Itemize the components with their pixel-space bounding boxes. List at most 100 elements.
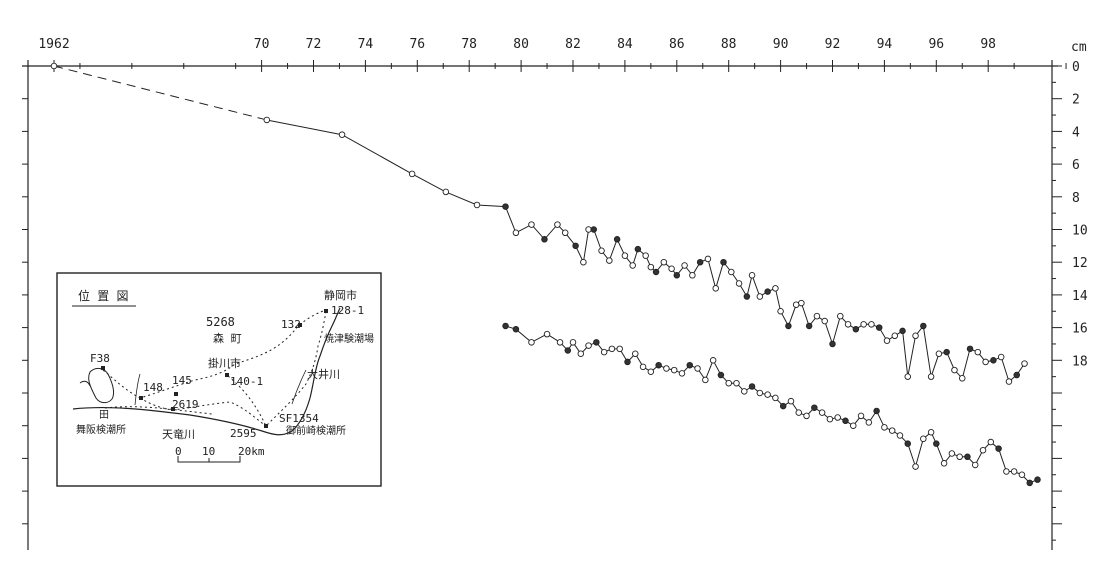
data-point bbox=[712, 285, 719, 292]
data-point bbox=[1003, 468, 1010, 475]
map-label: 2595 bbox=[230, 427, 257, 440]
x-tick-label: 92 bbox=[825, 37, 841, 52]
data-point bbox=[1005, 378, 1013, 385]
data-point bbox=[803, 412, 810, 420]
map-label: 掛川市 bbox=[208, 356, 241, 370]
benchmark-marker bbox=[139, 396, 143, 400]
data-point bbox=[512, 325, 520, 333]
map-label: 145 bbox=[172, 374, 192, 387]
data-point bbox=[624, 358, 631, 366]
x-tick-label: 80 bbox=[513, 37, 529, 52]
oi-river bbox=[291, 369, 307, 405]
data-point bbox=[971, 461, 979, 469]
x-tick-label: 84 bbox=[617, 37, 633, 52]
data-point bbox=[844, 321, 852, 328]
data-point bbox=[764, 288, 771, 295]
map-label: 大井川 bbox=[307, 367, 340, 381]
data-point bbox=[959, 375, 966, 382]
map-label: 御前崎検潮所 bbox=[286, 424, 346, 437]
data-point bbox=[826, 415, 834, 423]
benchmark-marker bbox=[101, 366, 105, 370]
data-point bbox=[670, 366, 678, 374]
data-point bbox=[585, 342, 592, 349]
data-point bbox=[834, 414, 841, 421]
y-tick-label: 18 bbox=[1072, 354, 1088, 369]
map-scale-bar bbox=[177, 456, 241, 463]
data-point bbox=[673, 272, 681, 279]
data-point bbox=[974, 348, 982, 356]
y-tick-label: 4 bbox=[1072, 125, 1080, 140]
x-tick-label: 94 bbox=[877, 37, 893, 52]
benchmark-marker bbox=[171, 407, 175, 411]
data-point bbox=[600, 348, 608, 356]
y-tick-label: 16 bbox=[1072, 322, 1088, 337]
data-point bbox=[990, 357, 997, 364]
data-point bbox=[613, 236, 621, 243]
map-label: 148 bbox=[143, 381, 163, 394]
series-layer bbox=[50, 62, 1041, 487]
data-point bbox=[829, 340, 836, 348]
data-point bbox=[733, 379, 740, 387]
x-axis-minor-ticks bbox=[79, 63, 1067, 69]
data-point bbox=[982, 358, 989, 366]
x-tick-label: 96 bbox=[928, 37, 944, 52]
x-tick-label: 72 bbox=[306, 37, 322, 52]
data-point bbox=[987, 438, 995, 446]
benchmark-marker bbox=[298, 323, 302, 327]
data-point bbox=[572, 242, 579, 250]
data-point bbox=[933, 440, 940, 447]
data-point bbox=[756, 389, 764, 397]
data-point bbox=[899, 327, 906, 335]
map-label: 140-1 bbox=[230, 375, 263, 388]
data-point bbox=[408, 170, 416, 178]
data-point bbox=[593, 339, 600, 346]
x-tick-label: 78 bbox=[461, 37, 477, 52]
data-point bbox=[686, 361, 694, 369]
data-point bbox=[764, 391, 771, 398]
y-tick-label: 2 bbox=[1072, 93, 1080, 108]
data-point bbox=[865, 419, 873, 426]
inset-map: 位 置 図 静岡市 128-1 132 焼津験潮場 5268 森 町 掛川市 1 bbox=[56, 272, 382, 487]
data-point bbox=[777, 308, 784, 315]
map-label: 田 bbox=[99, 410, 109, 421]
x-tick-label: 88 bbox=[721, 37, 737, 52]
data-point bbox=[927, 373, 935, 380]
map-label: F38 bbox=[90, 352, 110, 365]
data-point bbox=[554, 221, 561, 228]
x-tick-label: 76 bbox=[409, 37, 425, 52]
x-tick-label: 70 bbox=[254, 37, 270, 52]
x-tick-label: 74 bbox=[358, 37, 374, 52]
data-point bbox=[543, 330, 551, 338]
data-point bbox=[948, 450, 956, 457]
data-point bbox=[852, 325, 860, 333]
data-point bbox=[704, 255, 712, 263]
benchmark-marker bbox=[324, 309, 328, 313]
map-label: 舞阪検潮所 bbox=[76, 423, 126, 436]
data-point bbox=[338, 131, 346, 138]
data-point bbox=[964, 453, 971, 461]
data-point bbox=[528, 221, 535, 228]
data-point bbox=[748, 383, 756, 390]
data-point bbox=[875, 324, 883, 331]
data-point bbox=[857, 412, 865, 420]
data-point bbox=[756, 293, 764, 300]
scale-label: 0 bbox=[175, 445, 182, 458]
data-point bbox=[951, 366, 958, 374]
data-point bbox=[569, 339, 577, 346]
data-point bbox=[935, 350, 943, 358]
data-point bbox=[779, 402, 787, 410]
data-point bbox=[709, 357, 717, 364]
data-point bbox=[881, 424, 888, 431]
series-2 bbox=[502, 322, 1041, 487]
data-point bbox=[442, 188, 450, 196]
data-point bbox=[642, 252, 649, 259]
data-point bbox=[735, 280, 743, 287]
data-point bbox=[795, 409, 803, 416]
data-point bbox=[725, 379, 732, 387]
data-point bbox=[842, 417, 849, 425]
series-1 bbox=[50, 62, 1028, 385]
data-point bbox=[580, 258, 587, 266]
data-point bbox=[728, 268, 735, 276]
map-label: 2619 bbox=[172, 398, 199, 411]
data-point bbox=[896, 432, 904, 439]
